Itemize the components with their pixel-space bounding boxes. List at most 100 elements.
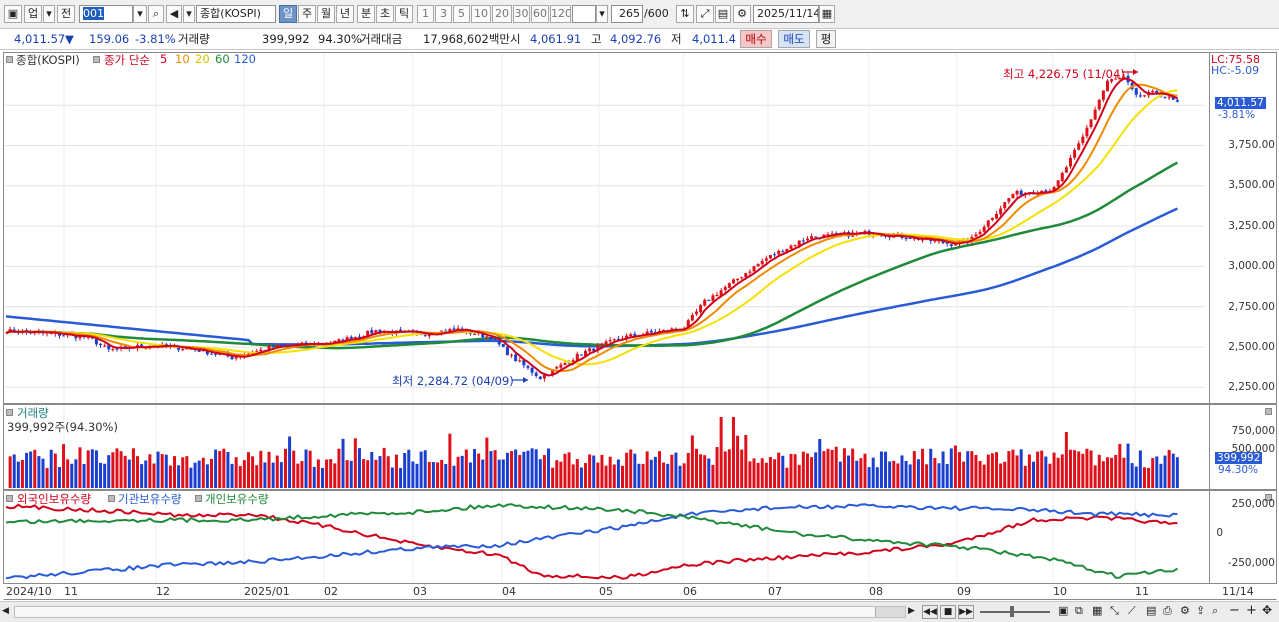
- holding-tick-250k: 250,000: [1231, 498, 1275, 510]
- gear-icon[interactable]: ⚙: [733, 5, 751, 23]
- price-tick-3500: 3,500.00: [1228, 179, 1275, 191]
- fast-forward-icon[interactable]: ▶▶: [958, 605, 974, 619]
- holding-tick-neg250k: -250,000: [1227, 557, 1275, 569]
- tab-minute[interactable]: 분: [357, 5, 375, 23]
- individual-legend-icon[interactable]: [195, 495, 202, 502]
- scroll-right-icon[interactable]: ▶: [908, 606, 915, 616]
- interval-5[interactable]: 5: [453, 5, 470, 23]
- high-annotation: 최고 4,226.75 (11/04): [1003, 67, 1125, 81]
- ma120-legend: 120: [234, 52, 256, 66]
- market-type-dropdown-icon[interactable]: ▾: [43, 5, 55, 23]
- institution-legend-icon[interactable]: [108, 495, 115, 502]
- x-label-07: 07: [768, 585, 782, 598]
- x-axis-right-date: 11/14: [1222, 585, 1254, 598]
- tab-weekly[interactable]: 주: [298, 5, 316, 23]
- buy-button[interactable]: 매수: [740, 30, 772, 48]
- interval-1[interactable]: 1: [417, 5, 434, 23]
- scroll-left-icon[interactable]: ◀: [2, 606, 9, 616]
- layout-icon[interactable]: ▣: [1058, 604, 1069, 617]
- stop-icon[interactable]: ■: [940, 605, 956, 619]
- export-icon[interactable]: ⇪: [1196, 604, 1206, 617]
- x-label-03: 03: [413, 585, 427, 598]
- ma60-line: [5, 161, 1179, 350]
- individual-holding-legend: 개인보유수량: [205, 492, 269, 506]
- drawing-tool-icon[interactable]: ⤢: [696, 5, 714, 23]
- sell-button[interactable]: 매도: [778, 30, 810, 48]
- indicator-icon[interactable]: ⇅: [676, 5, 694, 23]
- volume-panel-close-icon[interactable]: [1265, 408, 1272, 415]
- foreign-legend-icon[interactable]: [6, 495, 13, 502]
- interval-dropdown-icon[interactable]: ▾: [596, 5, 608, 23]
- index-name-field[interactable]: 종합(KOSPI): [196, 5, 276, 23]
- ma5-line: [5, 77, 1178, 377]
- table-icon[interactable]: ▤: [1146, 604, 1157, 617]
- holding-tick-0: 0: [1216, 527, 1223, 539]
- ma-legend-toggle-icon[interactable]: [93, 56, 100, 63]
- zoom-slider-handle[interactable]: [1010, 606, 1014, 617]
- eval-button[interactable]: 평: [816, 30, 836, 48]
- grid-icon[interactable]: ▦: [1092, 604, 1103, 617]
- low-label: 저: [671, 32, 682, 46]
- move-icon[interactable]: ✥: [1262, 603, 1273, 617]
- volume-value-tag: 399,992: [1215, 452, 1263, 464]
- code-dropdown-icon[interactable]: ▾: [133, 5, 147, 23]
- zoom-in-icon[interactable]: +: [1246, 603, 1257, 618]
- rewind-icon[interactable]: ◀◀: [922, 605, 938, 619]
- low-value: 4,011.4: [692, 32, 736, 46]
- scrollbar-thumb[interactable]: [15, 607, 876, 617]
- zoom-search-icon[interactable]: ⌕: [1212, 604, 1219, 617]
- chart-window-icon[interactable]: ▣: [4, 5, 22, 23]
- trend-icon[interactable]: ⟋: [1128, 604, 1136, 617]
- volume-panel-toggle-icon[interactable]: [6, 409, 13, 416]
- x-label-2024-10: 2024/10: [6, 585, 52, 598]
- x-label-09: 09: [957, 585, 971, 598]
- high-label: 고: [591, 32, 602, 46]
- crosshair-icon[interactable]: ⤡: [1110, 604, 1119, 617]
- last-pct-tag: -3.81%: [1218, 109, 1256, 121]
- amount-label: 거래대금: [360, 32, 403, 46]
- interval-custom-input[interactable]: [572, 5, 596, 23]
- search-icon[interactable]: ⌕: [148, 5, 164, 23]
- interval-10[interactable]: 10: [471, 5, 491, 23]
- x-label-08: 08: [869, 585, 883, 598]
- interval-60[interactable]: 60: [531, 5, 549, 23]
- settings-icon[interactable]: ⚙: [1180, 604, 1190, 617]
- price-panel-toggle-icon[interactable]: [6, 56, 13, 63]
- price-grid: [5, 52, 1205, 583]
- zoom-out-icon[interactable]: −: [1229, 603, 1240, 618]
- speaker-icon[interactable]: ◀: [166, 5, 182, 23]
- x-label-04: 04: [502, 585, 516, 598]
- open-label: 시: [510, 32, 521, 46]
- count-input[interactable]: 265: [611, 5, 643, 23]
- market-type-selector[interactable]: 업: [24, 5, 42, 23]
- tab-yearly[interactable]: 년: [336, 5, 354, 23]
- interval-120[interactable]: 120: [550, 5, 571, 23]
- split-icon[interactable]: ⧉: [1075, 604, 1083, 617]
- panel-frames: [3, 52, 1277, 600]
- x-label-12: 12: [156, 585, 170, 598]
- open-value: 4,061.91: [530, 32, 582, 46]
- calendar-icon[interactable]: ▦: [819, 5, 835, 23]
- interval-3[interactable]: 3: [435, 5, 452, 23]
- save-icon[interactable]: ▤: [715, 5, 731, 23]
- code-input[interactable]: 001: [79, 5, 133, 23]
- amount-value: 17,968,602백만: [423, 32, 511, 46]
- tab-tick[interactable]: 틱: [395, 5, 413, 23]
- code-value: 001: [83, 7, 104, 20]
- tab-monthly[interactable]: 월: [317, 5, 335, 23]
- holding-panel-close-icon[interactable]: [1265, 494, 1272, 501]
- price-tick-3000: 3,000.00: [1228, 260, 1275, 272]
- print-icon[interactable]: ⎙: [1163, 604, 1172, 617]
- tab-daily[interactable]: 일: [279, 5, 297, 23]
- zoom-slider[interactable]: [980, 611, 1050, 613]
- price-change: 159.06: [89, 32, 130, 46]
- interval-20[interactable]: 20: [492, 5, 512, 23]
- date-input[interactable]: 2025/11/14: [753, 5, 819, 23]
- speaker-dropdown-icon[interactable]: ▾: [183, 5, 195, 23]
- price-tick-2250: 2,250.00: [1228, 381, 1275, 393]
- horizontal-scrollbar[interactable]: [14, 606, 906, 618]
- tab-second[interactable]: 초: [376, 5, 394, 23]
- bottom-control-bar: ◀ ▶ ◀◀ ■ ▶▶ ▣ ⧉ ▦ ⤡ ⟋ ▤ ⎙ ⚙ ⇪ ⌕ − + ✥: [0, 601, 1279, 622]
- prev-button[interactable]: 전: [57, 5, 75, 23]
- interval-30[interactable]: 30: [513, 5, 530, 23]
